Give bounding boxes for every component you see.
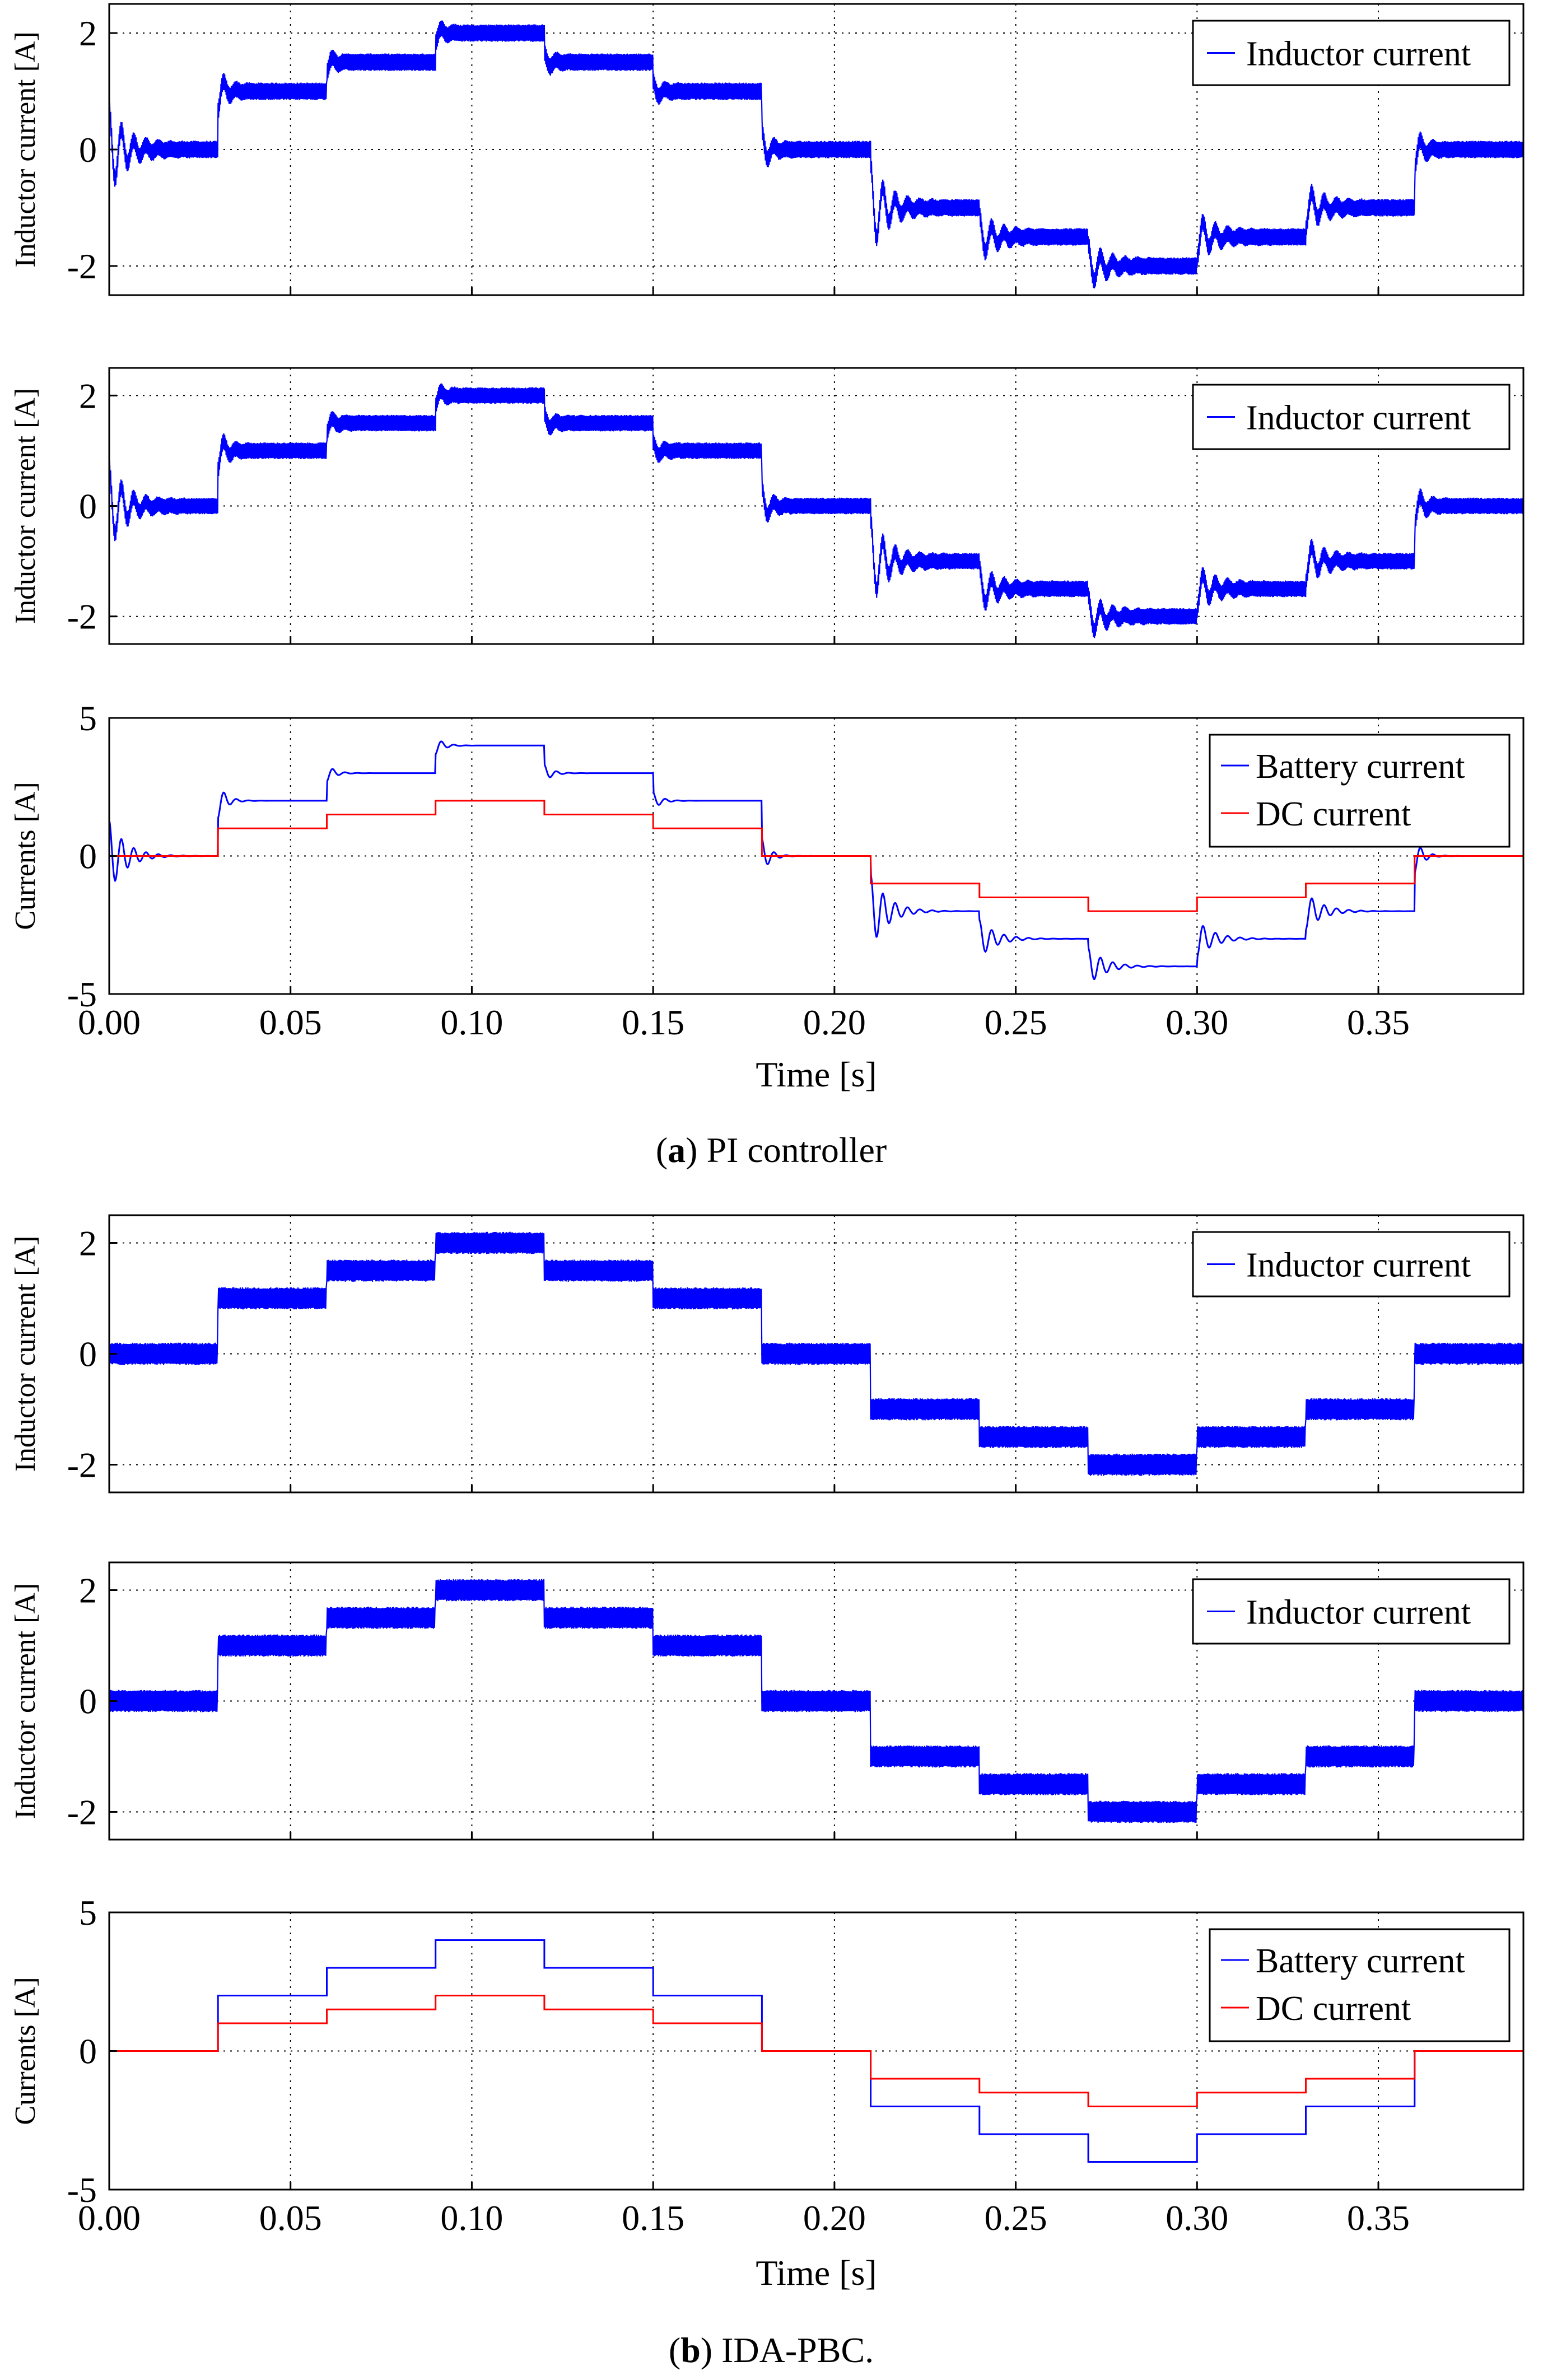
caption-b-letter: b <box>680 2330 701 2370</box>
panel-a2: -2 0 2 Inductor current [A] Inductor current <box>10 367 1525 645</box>
legend-label-battery: Battery current <box>1256 1942 1465 1980</box>
svg-text:(b) IDA-PBC.: (b) IDA-PBC. <box>669 2330 874 2370</box>
x-tick-label: 0.05 <box>259 1002 322 1042</box>
y-tick-label: 5 <box>79 1893 97 1933</box>
x-tick-label: 0.30 <box>1166 1002 1228 1042</box>
x-axis-label: Time [s] <box>756 1054 877 1094</box>
legend-box <box>1209 1928 1511 2042</box>
y-tick-label: -2 <box>67 1793 97 1832</box>
svg-text:(a) PI controller: (a) PI controller <box>656 1130 887 1170</box>
legend-box <box>1192 384 1511 450</box>
legend-a1: Inductor current <box>1192 20 1511 86</box>
panel-b1: -2 0 2 Inductor current [A] Inductor current <box>10 1214 1525 1494</box>
y-tick-label: -2 <box>67 1445 97 1485</box>
x-tick-label: 0.30 <box>1166 2198 1228 2238</box>
x-tick-label: 0.25 <box>985 1002 1047 1042</box>
panel-b2: -2 0 2 Inductor current [A] Inductor current <box>10 1561 1525 1841</box>
plot-area-a1 <box>109 20 1523 289</box>
legend-label-dc: DC current <box>1256 795 1411 833</box>
x-tick-label: 0.05 <box>259 2198 322 2238</box>
plot-area-a2 <box>109 383 1523 638</box>
legend-a2: Inductor current <box>1192 384 1511 450</box>
plot-area-b3 <box>109 1939 1523 2163</box>
x-tick-label: 0.00 <box>78 1002 141 1042</box>
series-inductor-current <box>109 20 1523 289</box>
panel-a3: -5 0 5 Currents [A] 0.00 0.05 0.10 0.15 0.20 0.25… <box>10 698 1525 1094</box>
y-axis-label: Currents [A] <box>10 782 41 930</box>
x-tick-label: 0.15 <box>622 1002 684 1042</box>
legend-box <box>1209 734 1511 848</box>
legend-label-inductor: Inductor current <box>1246 35 1471 73</box>
x-tick-label: 0.20 <box>803 1002 866 1042</box>
y-axis-label: Inductor current [A] <box>10 31 41 268</box>
legend-b3: Battery current DC current <box>1209 1928 1511 2042</box>
caption-a: (a) PI controller <box>656 1130 887 1170</box>
caption-a-text: PI controller <box>697 1130 887 1170</box>
y-axis-label: Inductor current [A] <box>10 388 41 624</box>
y-tick-label: 0 <box>79 1334 97 1374</box>
legend-box <box>1192 20 1511 86</box>
series-inductor-current <box>109 1231 1523 1476</box>
panel-a1: -2 0 2 Inductor current [A] Inductor current <box>10 3 1525 296</box>
plot-area-a3 <box>109 740 1523 981</box>
x-tick-label: 0.35 <box>1347 1002 1410 1042</box>
legend-b1: Inductor current <box>1192 1231 1511 1298</box>
legend-label-dc: DC current <box>1256 1990 1411 2028</box>
series-dc-current <box>109 1995 1523 2107</box>
legend-a3: Battery current DC current <box>1209 734 1511 848</box>
y-tick-label: 2 <box>79 13 97 53</box>
y-tick-label: 0 <box>79 2032 97 2071</box>
y-tick-label: -2 <box>67 597 97 637</box>
legend-label-inductor: Inductor current <box>1246 1247 1471 1285</box>
y-tick-label: 0 <box>79 1682 97 1721</box>
series-inductor-current <box>109 383 1523 638</box>
y-axis-label: Currents [A] <box>10 1977 41 2125</box>
caption-b-text: IDA-PBC. <box>712 2330 874 2370</box>
plot-area-b1 <box>109 1231 1523 1476</box>
y-tick-label: 0 <box>79 837 97 876</box>
y-tick-label: -2 <box>67 246 97 286</box>
legend-box <box>1192 1231 1511 1298</box>
y-tick-label: -5 <box>67 974 97 1014</box>
x-tick-label: 0.15 <box>622 2198 684 2238</box>
y-tick-label: -5 <box>67 2170 97 2210</box>
x-tick-label: 0.35 <box>1347 2198 1410 2238</box>
legend-b2: Inductor current <box>1192 1578 1511 1645</box>
legend-box <box>1192 1578 1511 1645</box>
panel-b3: -5 0 5 Currents [A] 0.00 0.05 0.10 0.15 0.20 0.25… <box>10 1893 1525 2293</box>
y-tick-label: 2 <box>79 376 97 416</box>
legend-label-inductor: Inductor current <box>1246 399 1471 437</box>
legend-label-battery: Battery current <box>1256 748 1465 786</box>
x-tick-label: 0.10 <box>440 1002 503 1042</box>
x-tick-label: 0.10 <box>440 2198 503 2238</box>
x-tick-label: 0.00 <box>78 2198 141 2238</box>
series-dc-current <box>109 800 1523 912</box>
x-tick-label: 0.20 <box>803 2198 866 2238</box>
y-tick-label: 2 <box>79 1224 97 1263</box>
y-axis-label: Inductor current [A] <box>10 1236 41 1472</box>
y-tick-label: 0 <box>79 130 97 170</box>
y-tick-label: 5 <box>79 698 97 738</box>
x-axis-label: Time [s] <box>756 2253 877 2293</box>
legend-label-inductor: Inductor current <box>1246 1594 1471 1632</box>
y-tick-label: 0 <box>79 487 97 526</box>
y-axis-label: Inductor current [A] <box>10 1583 41 1819</box>
x-tick-label: 0.25 <box>985 2198 1047 2238</box>
y-tick-label: 2 <box>79 1571 97 1611</box>
caption-b: (b) IDA-PBC. <box>669 2330 874 2370</box>
series-inductor-current <box>109 1579 1523 1823</box>
caption-a-letter: a <box>668 1130 686 1170</box>
plot-area-b2 <box>109 1579 1523 1823</box>
